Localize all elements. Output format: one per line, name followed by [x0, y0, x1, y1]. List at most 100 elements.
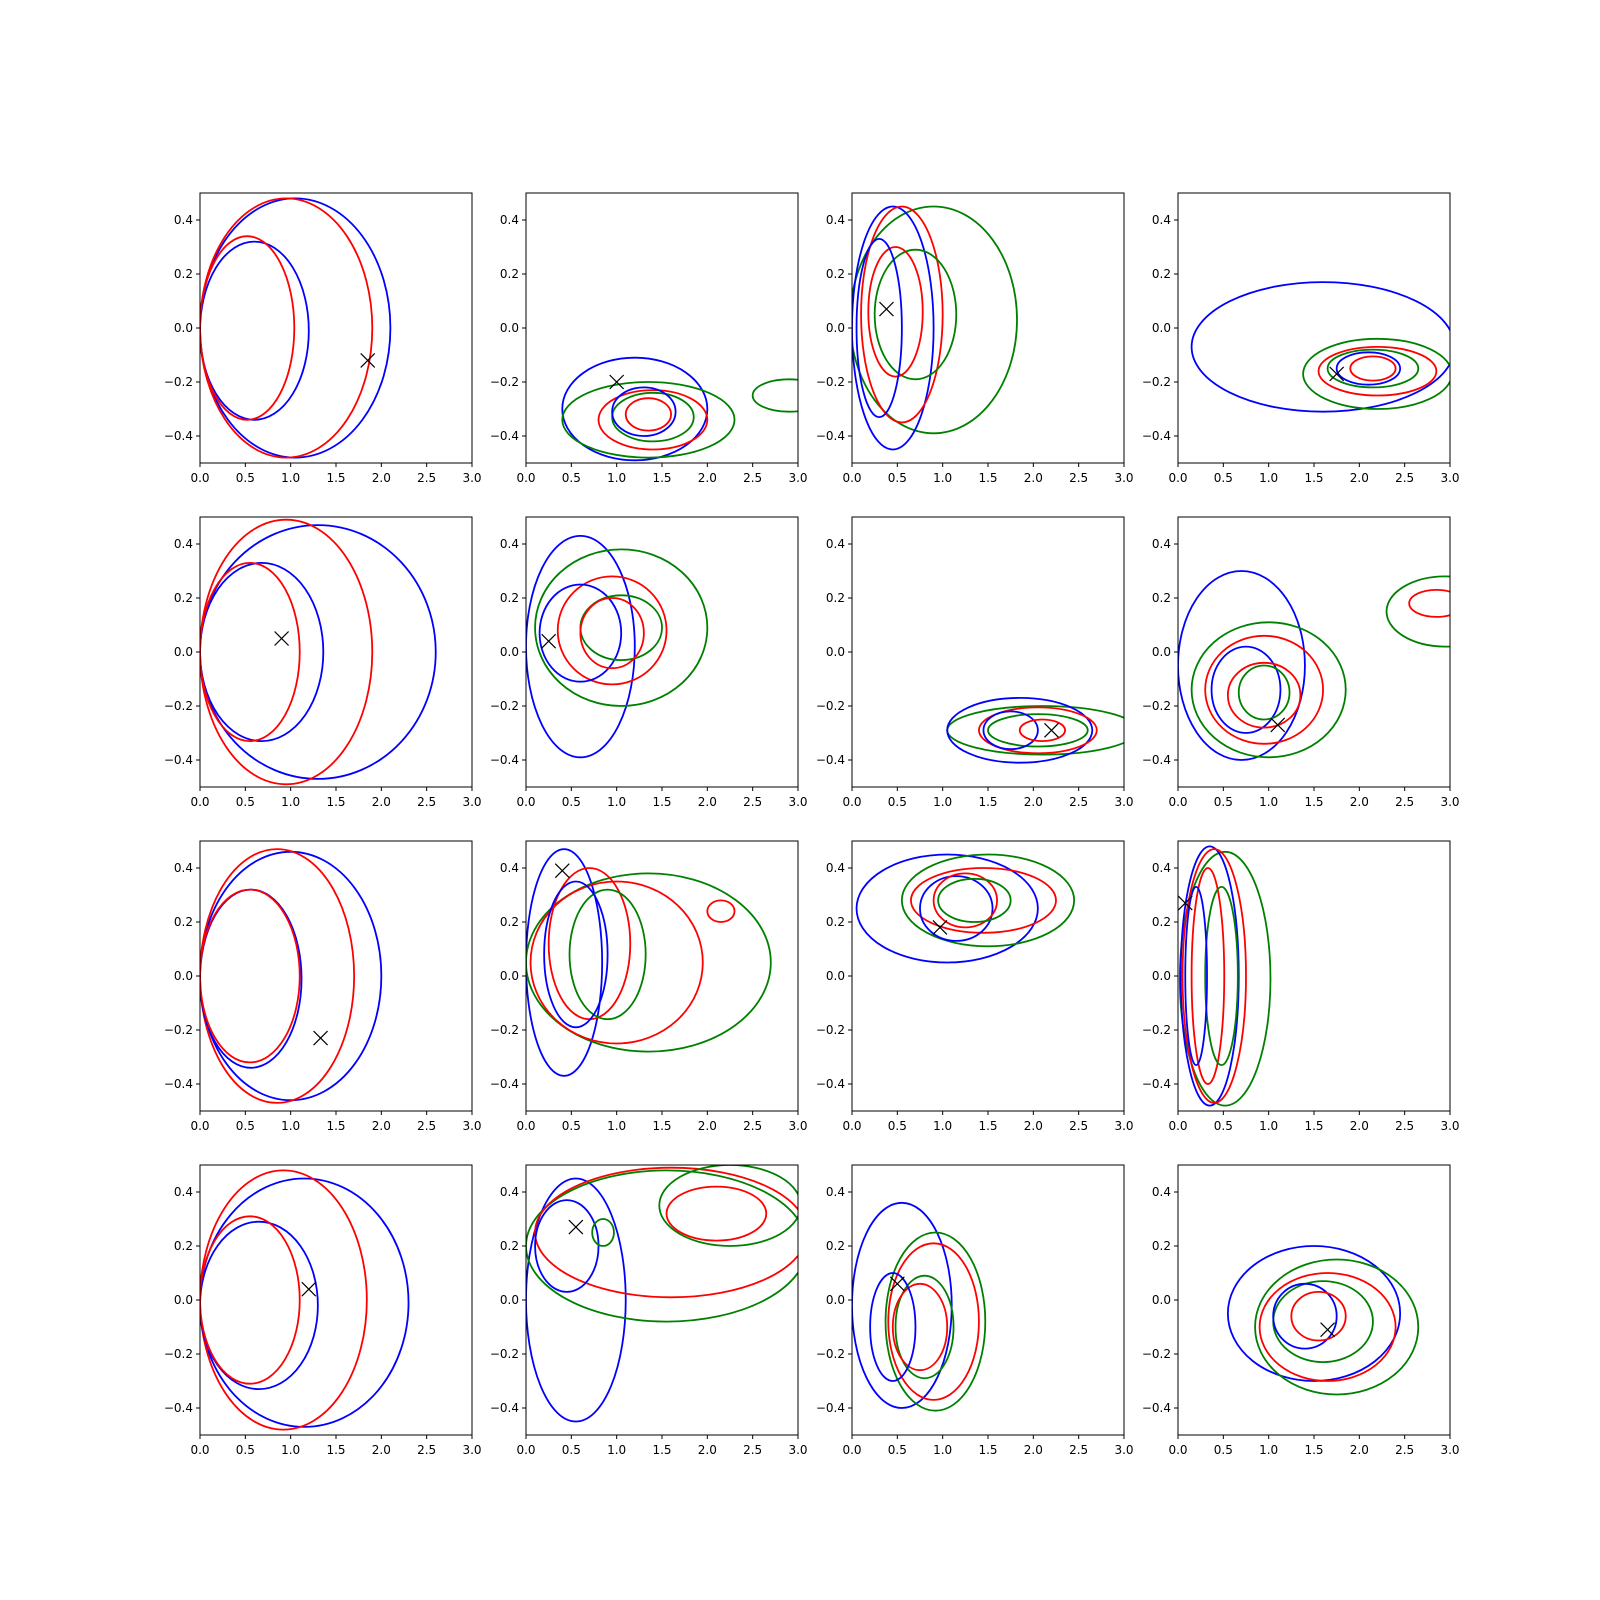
x-tick-label: 1.5: [1304, 795, 1323, 809]
x-tick-label: 1.5: [652, 1443, 671, 1457]
green-contour: [1302, 337, 1450, 410]
x-tick-label: 3.0: [788, 1119, 807, 1133]
x-tick-label: 1.0: [933, 795, 952, 809]
x-tick-label: 0.0: [842, 1443, 861, 1457]
blue-contour: [946, 696, 1094, 764]
y-tick-label: 0.0: [826, 969, 845, 983]
y-tick-label: −0.2: [816, 375, 845, 389]
y-tick-label: −0.2: [816, 699, 845, 713]
y-tick-label: 0.0: [1152, 645, 1171, 659]
red-contour: [200, 562, 301, 742]
x-tick-label: 2.0: [1024, 1443, 1043, 1457]
y-tick-label: 0.0: [500, 645, 519, 659]
x-marker: [541, 633, 557, 649]
x-tick-label: 1.0: [281, 1119, 300, 1133]
x-tick-label: 2.5: [417, 471, 436, 485]
x-tick-label: 3.0: [1440, 1443, 1459, 1457]
y-tick-label: 0.4: [1152, 213, 1171, 227]
y-tick-label: 0.4: [1152, 861, 1171, 875]
blue-contour: [1179, 845, 1240, 1107]
axes-frame: [199, 840, 473, 1112]
red-contour: [867, 246, 924, 378]
blue-contour: [869, 1272, 917, 1382]
y-tick-label: 0.4: [174, 213, 193, 227]
blue-contour: [855, 853, 1039, 964]
panel-3-3: 0.0 0.5 1.0 1.5 2.0 2.5 3.0 −0.4 −0.2 0.0 0.2 0.4: [816, 840, 1134, 1133]
y-tick-label: −0.2: [164, 1347, 193, 1361]
y-tick-label: 0.4: [500, 213, 519, 227]
panel-1-2: 0.0 0.5 1.0 1.5 2.0 2.5 3.0 −0.4 −0.2 0.0 0.2 0.4: [490, 192, 808, 485]
panel-3-1: 0.0 0.5 1.0 1.5 2.0 2.5 3.0 −0.4 −0.2 0.0 0.2 0.4: [164, 840, 482, 1133]
red-contour: [1204, 634, 1324, 745]
x-marker: [1329, 366, 1345, 382]
green-contour: [1190, 621, 1347, 759]
x-tick-label: 1.0: [933, 471, 952, 485]
x-tick-label: 2.5: [417, 795, 436, 809]
blue-contour: [1190, 281, 1450, 413]
y-tick-label: 0.4: [1152, 537, 1171, 551]
x-tick-label: 0.0: [842, 471, 861, 485]
blue-contour: [538, 583, 623, 683]
x-tick-label: 2.0: [698, 1119, 717, 1133]
y-tick-label: −0.2: [490, 1347, 519, 1361]
x-tick-label: 0.5: [888, 1443, 907, 1457]
y-tick-label: −0.2: [816, 1023, 845, 1037]
x-tick-label: 1.0: [281, 1443, 300, 1457]
plot-area: [200, 848, 383, 1104]
y-tick-label: −0.2: [164, 375, 193, 389]
x-tick-label: 1.0: [1259, 795, 1278, 809]
y-tick-label: 0.2: [826, 1239, 845, 1253]
x-marker: [360, 352, 376, 368]
x-tick-label: 2.5: [1069, 795, 1088, 809]
blue-contour: [1178, 570, 1306, 761]
x-tick-label: 1.5: [652, 795, 671, 809]
axes-frame: [199, 192, 473, 464]
x-tick-label: 2.5: [1069, 471, 1088, 485]
panel-1-1: 0.0 0.5 1.0 1.5 2.0 2.5 3.0 −0.4 −0.2 0.0 0.2 0.4: [164, 192, 482, 485]
y-tick-label: 0.4: [174, 537, 193, 551]
y-tick-label: 0.0: [826, 645, 845, 659]
green-contour: [526, 872, 772, 1053]
green-contour: [658, 1165, 798, 1247]
x-tick-label: 1.0: [607, 795, 626, 809]
red-contour: [597, 389, 709, 451]
blue-contour: [200, 524, 437, 780]
x-tick-label: 0.5: [888, 471, 907, 485]
x-tick-label: 0.0: [1168, 471, 1187, 485]
x-tick-label: 1.5: [1304, 471, 1323, 485]
red-contour: [887, 1242, 980, 1401]
y-tick-label: 0.4: [826, 861, 845, 875]
axes-frame: [1177, 840, 1451, 1112]
red-contour: [200, 518, 374, 786]
x-tick-label: 2.5: [743, 1443, 762, 1457]
x-tick-label: 0.0: [842, 795, 861, 809]
y-tick-label: 0.4: [826, 1185, 845, 1199]
plot-area: [852, 205, 1018, 451]
axes-frame: [851, 1164, 1125, 1436]
x-tick-label: 1.0: [607, 1443, 626, 1457]
plot-area: [526, 1165, 798, 1423]
x-tick-label: 1.0: [281, 795, 300, 809]
x-tick-label: 3.0: [1440, 1119, 1459, 1133]
x-tick-label: 2.5: [1069, 1119, 1088, 1133]
x-marker: [609, 374, 625, 390]
red-contour: [932, 872, 998, 929]
y-tick-label: −0.4: [1142, 429, 1171, 443]
y-tick-label: −0.2: [1142, 375, 1171, 389]
y-tick-label: −0.4: [490, 753, 519, 767]
red-contour: [534, 1166, 798, 1299]
x-tick-label: 3.0: [788, 1443, 807, 1457]
y-tick-label: 0.0: [500, 969, 519, 983]
x-tick-label: 2.0: [1024, 471, 1043, 485]
blue-contour: [1335, 351, 1402, 386]
red-contour: [978, 706, 1098, 755]
green-contour: [1254, 1258, 1420, 1396]
x-tick-label: 1.5: [978, 1119, 997, 1133]
y-tick-label: −0.2: [490, 375, 519, 389]
green-contour: [568, 888, 647, 1021]
x-tick-label: 3.0: [1114, 1119, 1133, 1133]
x-tick-label: 3.0: [1114, 795, 1133, 809]
x-tick-label: 0.5: [888, 795, 907, 809]
blue-contour: [200, 240, 310, 421]
x-tick-label: 0.5: [562, 471, 581, 485]
